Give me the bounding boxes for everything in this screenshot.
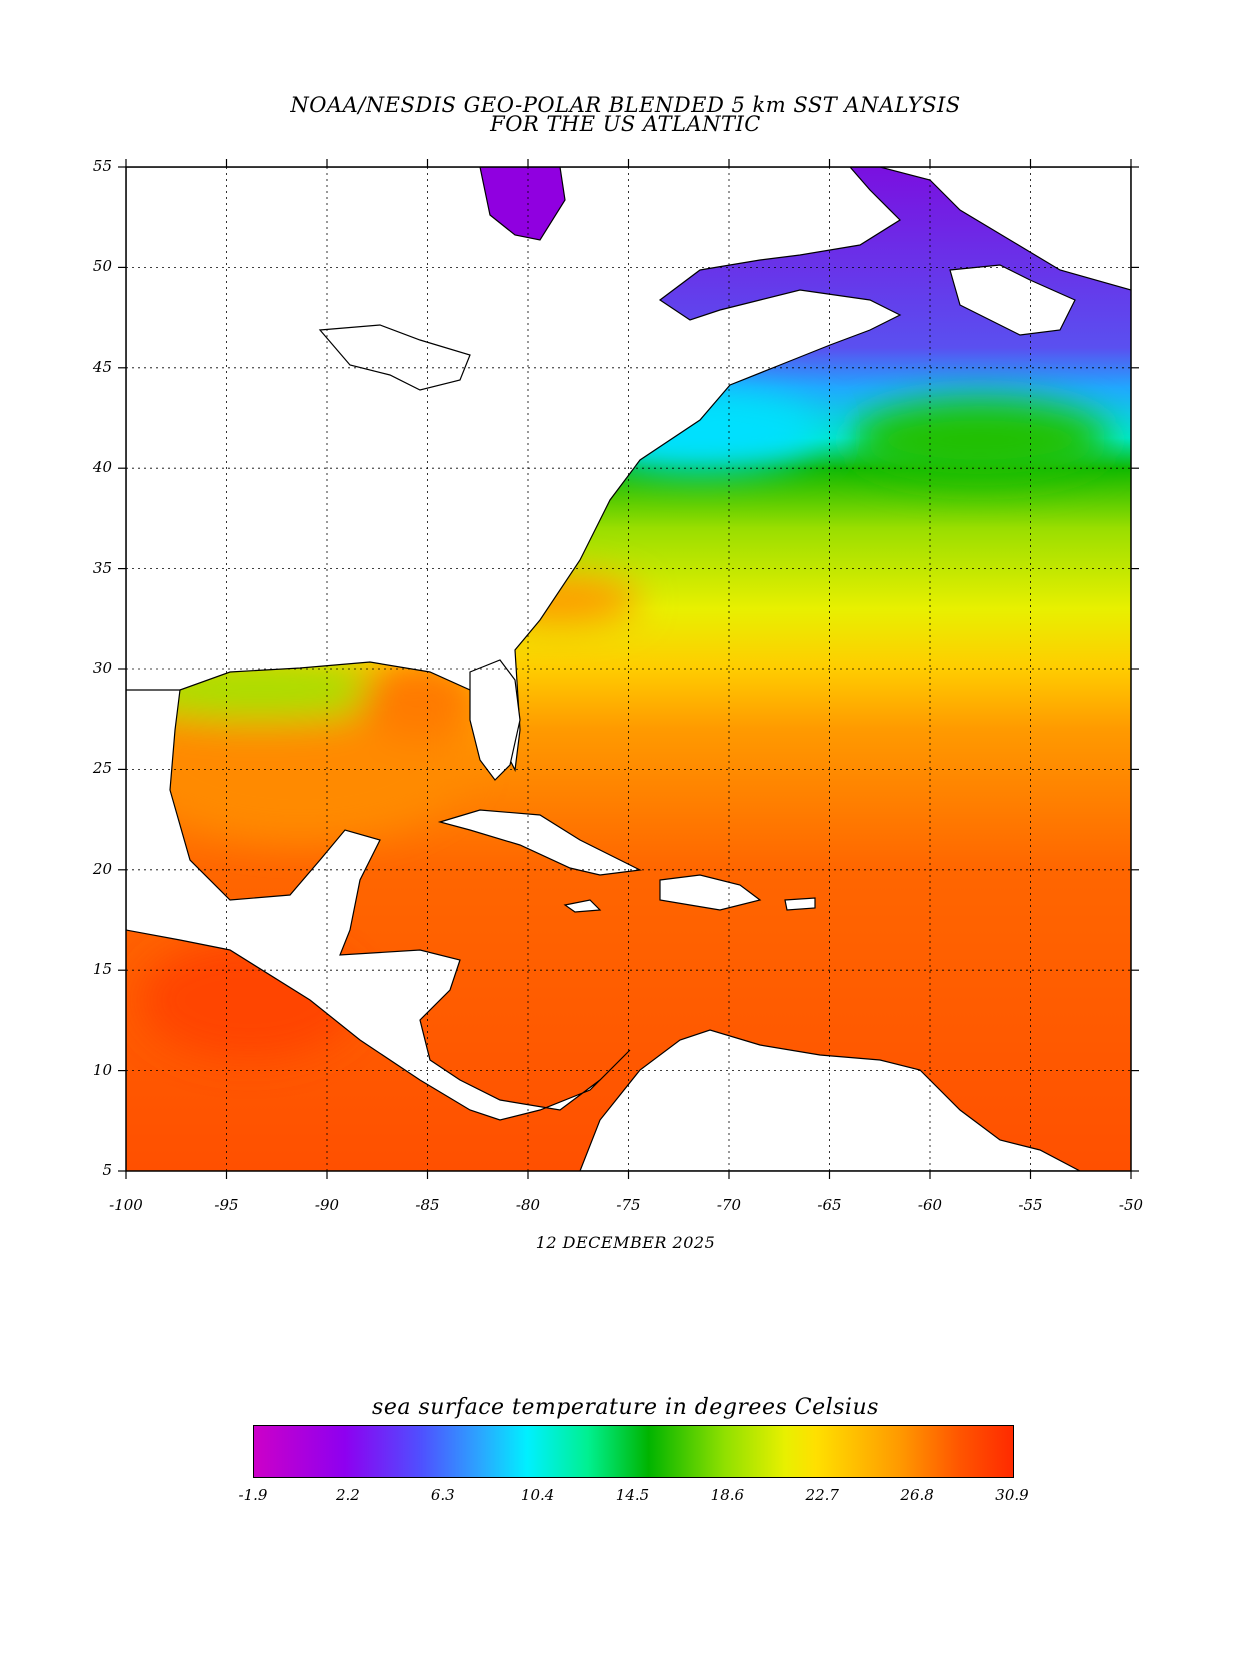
lon-tick-label: -95 [214,1196,239,1214]
sst-field [126,167,1131,1171]
colorbar-label: 14.5 [615,1486,650,1504]
great-lakes [318,324,471,391]
land-south-america [579,1029,1081,1171]
colorbar [253,1425,1014,1478]
lon-tick-label: -65 [817,1196,842,1214]
lon-tick-label: -90 [314,1196,340,1214]
colorbar-title: sea surface temperature in degrees Celsi… [372,1395,879,1420]
slope-water-patch [850,400,1110,480]
land-puerto-rico [784,897,816,911]
lat-tick-label: 35 [92,558,112,577]
colorbar-label: 2.2 [335,1486,360,1504]
lat-tick-label: 5 [102,1161,112,1179]
lat-tick-label: 50 [92,257,112,276]
colorbar-label: 18.6 [710,1486,745,1504]
lat-tick-label: 55 [92,157,112,175]
lon-tick-label: -50 [1118,1196,1144,1214]
colorbar-label: 6.3 [430,1486,455,1504]
lon-tick-label: -60 [917,1196,943,1214]
land-florida [469,659,521,781]
land-hispaniola [659,874,762,911]
colorbar-label: 26.8 [900,1486,934,1504]
colorbar-label: 22.7 [805,1486,839,1504]
lon-tick-label: -85 [415,1196,440,1214]
lat-tick-label: 40 [92,458,112,477]
land-newfoundland [949,264,1076,336]
lon-tick-label: -70 [716,1196,742,1214]
map-title-line2: FOR THE US ATLANTIC [490,112,761,136]
land-cuba [437,809,643,876]
colorbar-label: -1.9 [238,1486,268,1504]
lat-tick-label: 45 [92,357,112,376]
hudson-bay [479,167,566,241]
colorbar-label: 30.9 [995,1486,1029,1504]
lat-tick-label: 20 [92,859,112,878]
land-jamaica [563,899,602,913]
lon-tick-label: -75 [616,1196,641,1214]
lat-tick-label: 30 [92,659,112,677]
lat-tick-label: 15 [92,960,112,979]
map-title-line1: NOAA/NESDIS GEO-POLAR BLENDED 5 km SST A… [290,93,961,117]
analysis-date: 12 DECEMBER 2025 [535,1233,716,1252]
colorbar-label: 10.4 [520,1486,555,1504]
lon-tick-label: -80 [515,1196,541,1214]
lon-tick-label: -55 [1018,1196,1043,1214]
lat-tick-label: 10 [92,1060,112,1079]
lon-tick-label: -100 [109,1196,143,1214]
lat-tick-label: 25 [92,759,112,778]
axis-ticks [118,159,1139,1179]
